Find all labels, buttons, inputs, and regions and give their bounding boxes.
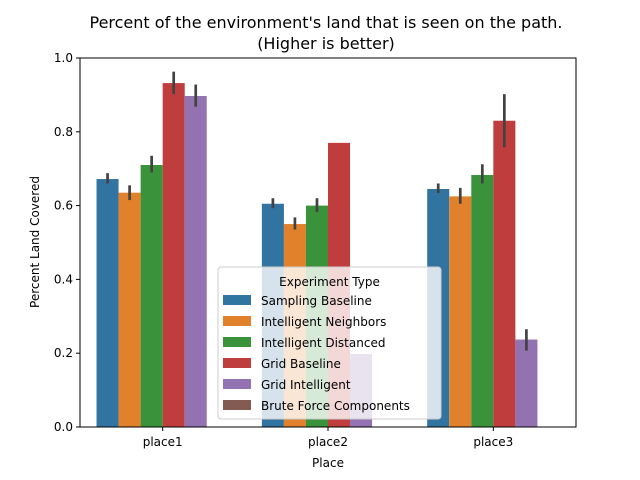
- x-tick-label-1: place2: [308, 435, 348, 449]
- bar-2-1: [449, 196, 472, 427]
- chart-title-line1: Percent of the environment's land that i…: [89, 13, 562, 32]
- y-axis-label: Percent Land Covered: [28, 176, 42, 308]
- y-tick-label-0: 0.0: [54, 420, 73, 434]
- legend-label-1: Intelligent Neighbors: [261, 315, 386, 329]
- legend-swatch-2: [223, 337, 251, 347]
- y-tick-label-3: 0.6: [54, 199, 73, 213]
- chart-title-line2: (Higher is better): [257, 34, 395, 53]
- x-axis: place1 place2 place3: [143, 427, 513, 449]
- bar-0-1: [118, 192, 141, 427]
- bar-0-2: [140, 165, 163, 427]
- legend-swatch-1: [223, 316, 251, 326]
- bar-2-2: [471, 174, 494, 427]
- legend-label-2: Intelligent Distanced: [261, 336, 385, 350]
- bar-2-4: [515, 339, 538, 427]
- error-bars-layer: [106, 71, 528, 351]
- y-axis: 0.0 0.2 0.4 0.6 0.8 1.0: [54, 51, 80, 434]
- bar-0-0: [96, 179, 119, 427]
- legend-label-3: Grid Baseline: [261, 357, 341, 371]
- bar-0-4: [184, 96, 207, 427]
- legend: Experiment Type Sampling Baseline Intellig…: [217, 266, 442, 420]
- legend-box: [217, 266, 442, 420]
- x-axis-label: Place: [312, 456, 344, 470]
- legend-label-0: Sampling Baseline: [261, 294, 372, 308]
- legend-swatch-3: [223, 358, 251, 368]
- bar-0-3: [162, 83, 185, 427]
- legend-swatch-0: [223, 295, 251, 305]
- legend-label-5: Brute Force Components: [261, 399, 410, 413]
- legend-label-4: Grid Intelligent: [261, 378, 351, 392]
- x-tick-label-2: place3: [473, 435, 513, 449]
- y-tick-label-2: 0.4: [54, 272, 73, 286]
- x-tick-label-0: place1: [143, 435, 183, 449]
- y-tick-label-5: 1.0: [54, 51, 73, 65]
- legend-swatch-5: [223, 400, 251, 410]
- legend-swatch-4: [223, 379, 251, 389]
- bar-2-3: [493, 120, 516, 427]
- y-tick-label-1: 0.2: [54, 346, 73, 360]
- y-tick-label-4: 0.8: [54, 125, 73, 139]
- legend-title: Experiment Type: [279, 275, 380, 289]
